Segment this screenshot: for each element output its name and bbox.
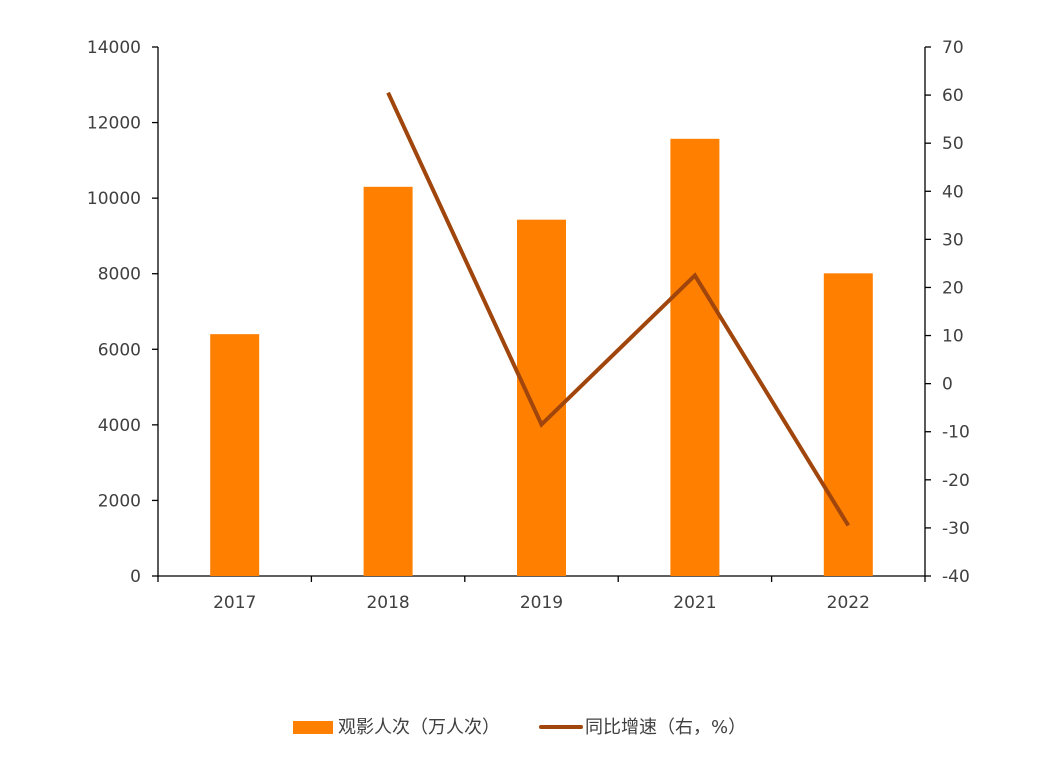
x-axis-tick-label: 2022	[827, 593, 870, 613]
legend-swatch-bar	[293, 721, 333, 734]
growth-line	[386, 91, 851, 527]
left-axis-tick-label: 10000	[87, 189, 141, 209]
right-axis-tick-label: -40	[942, 567, 970, 587]
x-axis-tick-label: 2017	[213, 593, 256, 613]
axes: 0 2000 4000 6000 8000 10000 12000 14000 -40 -30 -2…	[87, 38, 970, 613]
legend-label-bar: 观影人次（万人次）	[338, 717, 500, 738]
left-axis-tick-label: 14000	[87, 38, 141, 58]
right-axis-tick-label: 40	[942, 182, 964, 202]
line-series	[386, 91, 851, 527]
right-axis-tick-label: 30	[942, 230, 964, 250]
right-axis-tick-label: 10	[942, 327, 964, 347]
legend-label-line: 同比增速（右，%）	[585, 717, 746, 738]
right-axis-tick-label: 0	[942, 375, 953, 395]
right-axis-tick-label: 60	[942, 86, 964, 106]
right-axis-tick-label: 70	[942, 38, 964, 58]
x-axis-tick-label: 2019	[520, 593, 563, 613]
left-axis-tick-label: 4000	[98, 416, 141, 436]
left-axis-tick-label: 8000	[98, 265, 141, 285]
bar	[823, 273, 873, 576]
x-axis-tick-label: 2021	[673, 593, 716, 613]
bar	[517, 219, 566, 576]
x-axis-tick-label: 2018	[366, 593, 409, 613]
legend: 观影人次（万人次） 同比增速（右，%）	[293, 717, 746, 738]
right-axis-tick-label: -10	[942, 423, 970, 443]
right-axis-tick-label: 20	[942, 278, 964, 298]
bar	[210, 334, 260, 576]
bar	[363, 186, 413, 577]
left-axis-tick-label: 0	[130, 567, 141, 587]
right-axis-tick-label: 50	[942, 134, 964, 154]
bar	[670, 138, 720, 577]
left-axis-tick-label: 2000	[98, 491, 141, 511]
right-axis-tick-label: -20	[942, 471, 970, 491]
left-axis-tick-label: 12000	[87, 114, 141, 134]
right-axis-tick-label: -30	[942, 519, 970, 539]
bar-series	[210, 138, 873, 577]
left-axis-tick-label: 6000	[98, 340, 141, 360]
